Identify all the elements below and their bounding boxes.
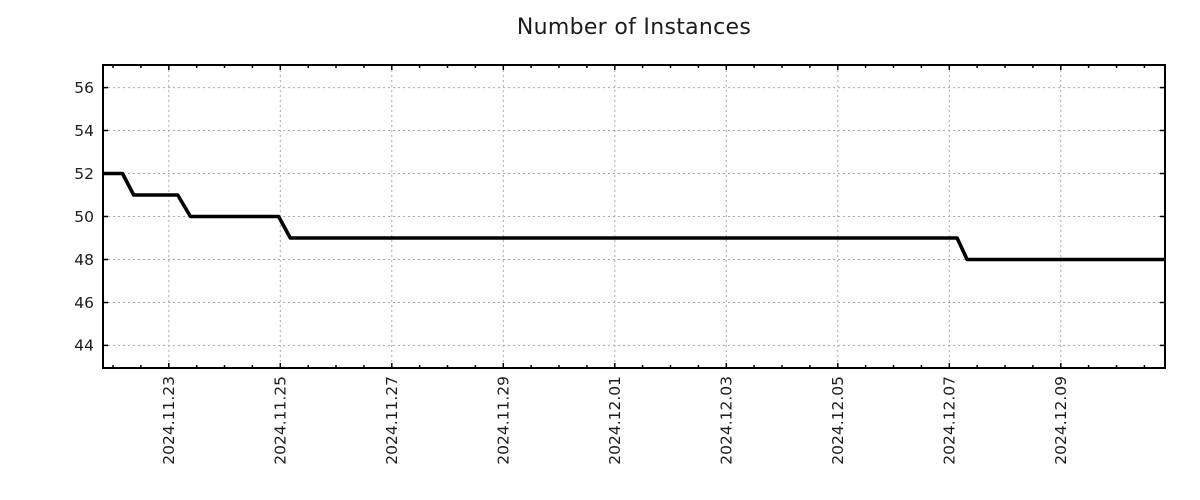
series-line-instances <box>103 171 1165 262</box>
x-tick-label: 2024.12.07 <box>941 376 959 465</box>
y-tick-label: 56 <box>74 79 94 97</box>
y-tick-label: 54 <box>74 122 94 140</box>
x-tick-label: 2024.12.05 <box>829 376 847 465</box>
y-tick-label: 50 <box>74 208 94 226</box>
y-tick-label: 52 <box>74 165 94 183</box>
y-tick-label: 46 <box>74 294 94 312</box>
x-tick-label: 2024.12.09 <box>1052 376 1070 465</box>
chart-title: Number of Instances <box>516 15 752 40</box>
x-tick-label: 2024.11.27 <box>383 376 401 465</box>
x-tick-label: 2024.12.01 <box>606 376 624 465</box>
gridlines <box>103 65 1165 368</box>
y-tick-label: 48 <box>74 251 94 269</box>
x-tick-label: 2024.11.23 <box>160 376 178 465</box>
x-axis-labels: 2024.11.23 2024.11.25 2024.11.27 2024.11.29… <box>160 376 1070 465</box>
y-tick-label: 44 <box>74 337 94 355</box>
x-tick-label: 2024.12.03 <box>718 376 736 465</box>
axis-ticks <box>103 65 1165 368</box>
x-tick-label: 2024.11.25 <box>272 376 290 465</box>
y-axis-labels: 44 46 48 50 52 54 56 <box>74 79 94 355</box>
x-tick-label: 2024.11.29 <box>495 376 513 465</box>
